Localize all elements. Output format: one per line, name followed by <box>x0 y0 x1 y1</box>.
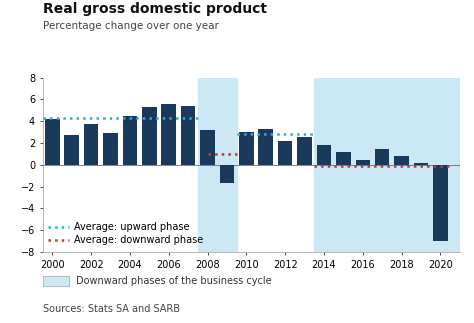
Bar <box>45 119 60 165</box>
Bar <box>198 78 237 252</box>
Bar <box>219 165 234 183</box>
Bar <box>258 129 273 165</box>
Bar <box>414 162 428 165</box>
Bar <box>314 78 460 252</box>
Bar <box>142 107 156 165</box>
Legend: Average: upward phase, Average: downward phase: Average: upward phase, Average: downward… <box>47 223 203 245</box>
Text: Sources: Stats SA and SARB: Sources: Stats SA and SARB <box>43 304 180 314</box>
Bar <box>356 161 370 165</box>
Bar <box>123 116 137 165</box>
Bar <box>394 156 409 165</box>
Bar <box>103 133 118 165</box>
Bar <box>201 130 215 165</box>
Bar <box>84 124 99 165</box>
Bar <box>317 145 331 165</box>
Bar <box>64 135 79 165</box>
Bar <box>297 138 312 165</box>
Bar <box>433 165 447 241</box>
Bar <box>375 150 390 165</box>
Bar <box>278 141 292 165</box>
Text: Real gross domestic product: Real gross domestic product <box>43 2 267 16</box>
Bar <box>162 104 176 165</box>
Text: Downward phases of the business cycle: Downward phases of the business cycle <box>76 276 272 286</box>
Bar <box>181 106 195 165</box>
Text: Percentage change over one year: Percentage change over one year <box>43 21 219 31</box>
Bar <box>336 152 351 165</box>
Bar <box>239 132 254 165</box>
